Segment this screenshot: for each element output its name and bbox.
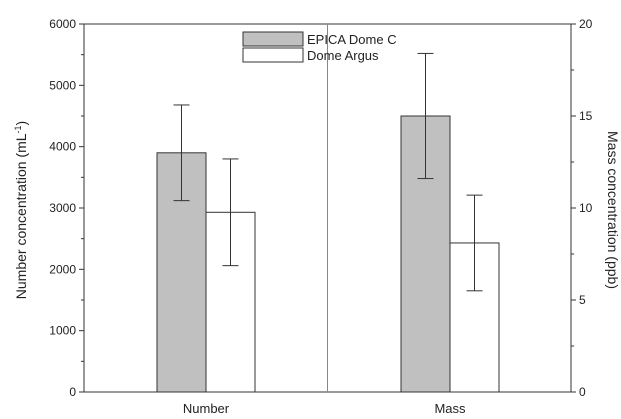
legend-swatch-argus: [242, 47, 304, 63]
left-axis-title-sup: -1: [13, 125, 23, 133]
legend-label-epica: EPICA Dome C: [307, 32, 397, 47]
category-label-mass: Mass: [434, 401, 466, 416]
category-label-number: Number: [183, 401, 230, 416]
left-tick-label: 1000: [49, 324, 76, 338]
legend: EPICA Dome C Dome Argus: [242, 31, 397, 63]
right-axis-title: Mass concentration (ppb): [605, 131, 621, 289]
left-tick-label: 0: [69, 385, 76, 399]
left-tick-label: 2000: [49, 262, 76, 276]
right-tick-label: 0: [579, 385, 586, 399]
right-tick-label: 15: [579, 109, 593, 123]
left-tick-label: 4000: [49, 140, 76, 154]
left-axis-title-main: Number concentration (mL: [13, 133, 29, 299]
left-tick-label: 6000: [49, 17, 76, 31]
left-axis-title: Number concentration (mL-1): [13, 121, 29, 299]
right-axis-ticks: 0 5 10 15 20: [571, 17, 593, 399]
right-tick-label: 20: [579, 17, 593, 31]
left-tick-label: 5000: [49, 78, 76, 92]
legend-label-argus: Dome Argus: [307, 48, 379, 63]
left-axis-title-end: ): [13, 121, 29, 126]
left-tick-label: 3000: [49, 201, 76, 215]
error-bars-group: [173, 52, 483, 292]
right-tick-label: 5: [579, 293, 586, 307]
right-tick-label: 10: [579, 201, 593, 215]
left-axis-ticks: 0 1000 2000 3000 4000 5000 6000: [49, 17, 84, 399]
legend-swatch-epica: [242, 31, 304, 47]
